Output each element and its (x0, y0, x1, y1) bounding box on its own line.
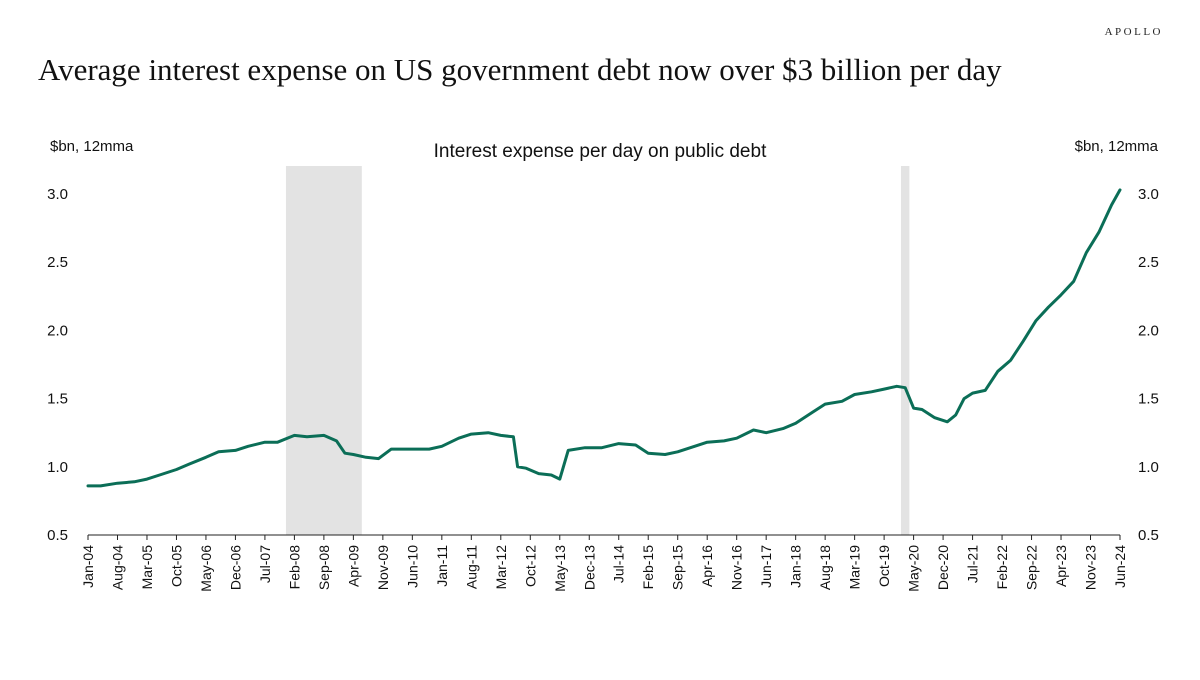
x-tick-label: Aug-04 (109, 545, 125, 590)
y-tick-label-left: 0.5 (47, 527, 68, 544)
x-tick-label: Mar-05 (139, 545, 155, 590)
x-tick-label: May-13 (552, 545, 568, 592)
x-tick-label: Oct-12 (522, 545, 538, 587)
x-tick-label: Apr-09 (345, 545, 361, 587)
x-tick-label: Jun-17 (758, 545, 774, 588)
recession-shade-2 (901, 166, 909, 535)
x-tick-label: Jan-04 (80, 545, 96, 588)
y-tick-label-left: 1.5 (47, 391, 68, 408)
x-tick-label: Oct-05 (168, 545, 184, 587)
y-tick-label-left: 2.5 (47, 254, 68, 271)
x-tick-label: Jan-18 (788, 545, 804, 588)
x-tick-label: Mar-19 (847, 545, 863, 590)
recession-shade-1 (286, 166, 362, 535)
x-tick-label: Jul-14 (611, 545, 627, 583)
x-tick-label: Jun-24 (1112, 545, 1128, 588)
y-tick-label-left: 1.0 (47, 459, 68, 476)
x-tick-label: Dec-06 (227, 545, 243, 590)
x-tick-label: Aug-11 (463, 545, 479, 589)
x-tick-label: Dec-13 (581, 545, 597, 590)
x-tick-label: Dec-20 (935, 545, 951, 590)
x-tick-label: Sep-08 (316, 545, 332, 590)
x-tick-label: Nov-16 (729, 545, 745, 590)
x-tick-label: Jul-07 (257, 545, 273, 583)
x-tick-label: Apr-16 (699, 545, 715, 587)
x-tick-label: Jan-11 (434, 545, 450, 587)
y-tick-label-left: 2.0 (47, 322, 68, 339)
x-tick-label: May-06 (198, 545, 214, 592)
x-tick-label: Nov-23 (1083, 545, 1099, 590)
x-tick-label: Sep-22 (1024, 545, 1040, 590)
series-line-1 (88, 190, 1120, 486)
x-tick-label: Jul-21 (965, 545, 981, 583)
y-axis-label-right: $bn, 12mma (1075, 138, 1159, 155)
y-tick-label-left: 3.0 (47, 186, 68, 203)
y-tick-label-right: 3.0 (1138, 186, 1159, 203)
x-tick-label: Apr-23 (1053, 545, 1069, 587)
x-tick-label: Oct-19 (876, 545, 892, 587)
x-tick-label: May-20 (906, 545, 922, 592)
x-tick-label: Mar-12 (493, 545, 509, 590)
y-tick-label-right: 1.5 (1138, 391, 1159, 408)
chart-title: Interest expense per day on public debt (434, 141, 767, 162)
x-tick-label: Feb-22 (994, 545, 1010, 590)
x-tick-label: Nov-09 (375, 545, 391, 590)
x-tick-label: Jun-10 (404, 545, 420, 588)
y-tick-label-right: 2.5 (1138, 254, 1159, 271)
x-tick-label: Aug-18 (817, 545, 833, 590)
y-tick-label-right: 0.5 (1138, 527, 1159, 544)
y-tick-label-right: 1.0 (1138, 459, 1159, 476)
x-tick-label: Sep-15 (670, 545, 686, 590)
x-tick-label: Feb-08 (286, 545, 302, 590)
y-tick-label-right: 2.0 (1138, 322, 1159, 339)
y-axis-label-left: $bn, 12mma (50, 138, 134, 155)
x-tick-label: Feb-15 (640, 545, 656, 590)
